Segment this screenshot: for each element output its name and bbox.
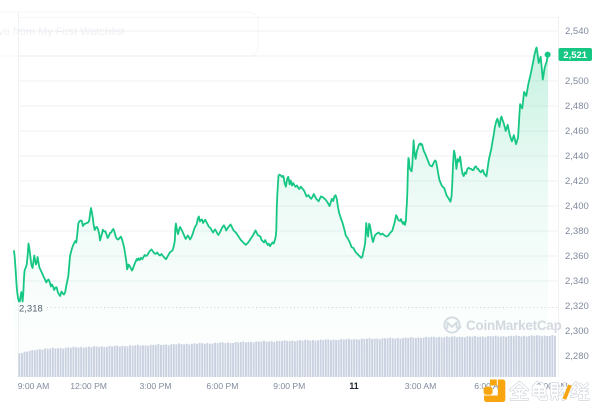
svg-text:2,480: 2,480 — [565, 101, 589, 112]
svg-text:2,340: 2,340 — [565, 276, 589, 287]
svg-text:2,420: 2,420 — [565, 176, 589, 187]
svg-text:2,440: 2,440 — [565, 151, 589, 162]
svg-text:9:00 AM: 9:00 AM — [18, 381, 50, 391]
svg-text:2,320: 2,320 — [565, 301, 589, 312]
svg-text:2,400: 2,400 — [565, 201, 589, 212]
svg-text:9:00 PM: 9:00 PM — [273, 381, 305, 391]
svg-text:11: 11 — [349, 381, 358, 391]
svg-text:3:00 PM: 3:00 PM — [139, 381, 171, 391]
svg-text:CoinMarketCap: CoinMarketCap — [466, 318, 562, 333]
svg-text:2,540: 2,540 — [565, 26, 589, 37]
svg-text:3:00 AM: 3:00 AM — [405, 381, 437, 391]
svg-text:2,521: 2,521 — [563, 50, 587, 61]
svg-text:2,300: 2,300 — [565, 326, 589, 337]
svg-text:2,280: 2,280 — [565, 351, 589, 362]
svg-text:2,460: 2,460 — [565, 126, 589, 137]
svg-text:2,360: 2,360 — [565, 251, 589, 262]
svg-text:Remove from My First Watchlist: Remove from My First Watchlist — [0, 26, 124, 38]
svg-text:6:00 AM: 6:00 AM — [474, 381, 506, 391]
svg-text:2,500: 2,500 — [565, 76, 589, 87]
svg-text:2,380: 2,380 — [565, 226, 589, 237]
svg-text:6:00 PM: 6:00 PM — [206, 381, 238, 391]
svg-text:12:00 PM: 12:00 PM — [70, 381, 107, 391]
